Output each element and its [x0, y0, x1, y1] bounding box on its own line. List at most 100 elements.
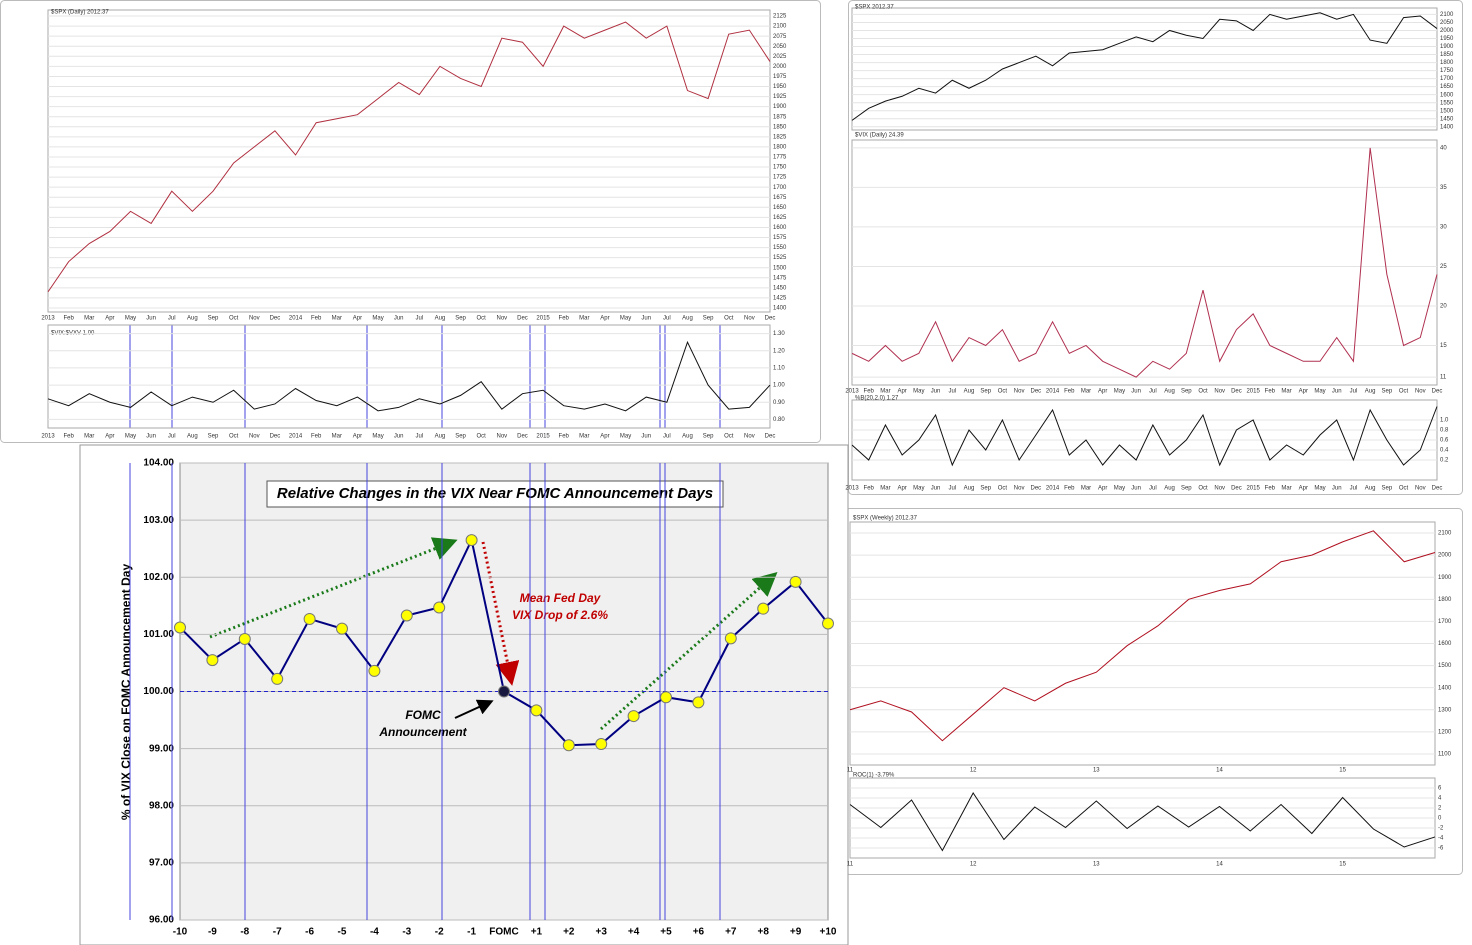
- x-tick-label: Mar: [1281, 486, 1291, 492]
- x-tick-label: 2015: [536, 434, 550, 440]
- x-tick-label: +8: [757, 927, 769, 938]
- y-tick-label: 2050: [773, 44, 787, 50]
- y-tick-label: 0.4: [1440, 448, 1449, 454]
- x-tick-label: Jun: [641, 316, 651, 322]
- panel: [851, 7, 1438, 131]
- x-tick-label: May: [1314, 389, 1325, 395]
- x-tick-label: -7: [273, 927, 282, 938]
- y-tick-label: 1975: [773, 74, 787, 80]
- x-tick-label: 11: [847, 768, 854, 774]
- x-tick-label: -1: [467, 927, 476, 938]
- panel: [851, 139, 1438, 386]
- x-tick-label: Aug: [964, 486, 975, 492]
- x-tick-label: Dec: [270, 434, 281, 440]
- y-tick-label: 1450: [1440, 116, 1454, 122]
- x-tick-label: Oct: [1399, 486, 1409, 492]
- x-tick-label: 2013: [41, 434, 55, 440]
- x-tick-label: 14: [1216, 768, 1223, 774]
- point-marker: [627, 710, 640, 723]
- x-tick-label: 12: [970, 862, 977, 868]
- x-tick-label: Feb: [559, 434, 570, 440]
- y-tick-label: 102.00: [143, 572, 174, 583]
- x-tick-label: Feb: [864, 389, 875, 395]
- x-tick-label: Sep: [703, 434, 714, 440]
- x-tick-label: Mar: [1081, 389, 1091, 395]
- x-tick-label: Mar: [1081, 486, 1091, 492]
- y-tick-label: 1300: [1438, 707, 1452, 713]
- y-tick-label: 1800: [773, 144, 787, 150]
- y-tick-label: 2125: [773, 14, 787, 20]
- x-tick-label: Sep: [455, 434, 466, 440]
- x-tick-label: -10: [173, 927, 188, 938]
- y-tick-label: 1600: [773, 225, 787, 231]
- x-tick-label: Apr: [1098, 486, 1107, 492]
- x-tick-label: Mar: [579, 316, 589, 322]
- point-marker: [822, 617, 834, 630]
- y-tick-label: 0.80: [773, 417, 785, 423]
- drop-arrow: [481, 541, 520, 686]
- panel: [47, 324, 771, 429]
- x-tick-label: Nov: [1415, 486, 1426, 492]
- y-tick-label: 1650: [1440, 84, 1454, 90]
- y-tick-label: 99.00: [149, 743, 174, 754]
- x-tick-label: Oct: [1198, 486, 1208, 492]
- x-tick-label: -6: [305, 927, 314, 938]
- x-tick-label: 2014: [289, 434, 303, 440]
- panel-title: $SPX 2012.37: [855, 5, 894, 11]
- y-tick-label: 1875: [773, 114, 787, 120]
- x-tick-label: Mar: [880, 389, 890, 395]
- y-tick-label: 1550: [1440, 100, 1454, 106]
- x-tick-label: Apr: [1098, 389, 1107, 395]
- y-tick-label: 1500: [1440, 108, 1454, 114]
- y-tick-label: 1625: [773, 215, 787, 221]
- x-tick-label: Jun: [394, 316, 404, 322]
- y-tick-label: 1500: [773, 265, 787, 271]
- x-tick-label: +5: [660, 927, 672, 938]
- x-tick-label: Jul: [168, 434, 176, 440]
- y-tick-label: 0.8: [1440, 428, 1449, 434]
- x-tick-label: -2: [435, 927, 444, 938]
- x-tick-label: Sep: [703, 316, 714, 322]
- x-tick-label: Jul: [415, 316, 423, 322]
- x-tick-label: Apr: [353, 316, 362, 322]
- y-tick-label: 98.00: [149, 800, 174, 811]
- panel-title: ROC(1) -3.79%: [853, 773, 895, 779]
- point-marker: [174, 621, 186, 634]
- point-marker: [368, 664, 381, 677]
- x-tick-label: +3: [595, 927, 607, 938]
- x-tick-label: Sep: [455, 316, 466, 322]
- point-marker: [692, 696, 705, 709]
- x-tick-label: May: [913, 486, 924, 492]
- x-tick-label: Sep: [1382, 389, 1393, 395]
- point-marker: [433, 601, 446, 614]
- x-tick-label: Nov: [1415, 389, 1426, 395]
- y-tick-label: 1725: [773, 175, 787, 181]
- x-tick-label: Apr: [1299, 486, 1308, 492]
- x-tick-label: Aug: [1365, 486, 1376, 492]
- annotation: FOMC: [405, 708, 441, 722]
- y-tick-label: 0.2: [1440, 458, 1449, 464]
- y-tick-label: 15: [1440, 343, 1447, 349]
- y-tick-label: 1.10: [773, 365, 785, 371]
- x-tick-label: Sep: [208, 434, 219, 440]
- y-tick-label: 1900: [1440, 44, 1454, 50]
- point-marker: [238, 632, 251, 645]
- x-tick-label: +2: [563, 927, 575, 938]
- x-tick-label: Jul: [1149, 389, 1157, 395]
- panel-title: %B(20,2.0) 1.27: [855, 396, 899, 402]
- x-tick-label: May: [372, 316, 383, 322]
- y-tick-label: 2075: [773, 34, 787, 40]
- y-tick-label: 2000: [1438, 553, 1452, 559]
- y-tick-label: 0: [1438, 816, 1442, 822]
- x-tick-label: 15: [1339, 862, 1346, 868]
- point-marker: [530, 704, 543, 717]
- y-tick-label: 104.00: [143, 458, 174, 469]
- y-tick-label: 1825: [773, 134, 787, 140]
- x-tick-label: Jun: [1131, 389, 1141, 395]
- y-tick-label: 1750: [773, 165, 787, 171]
- y-tick-label: 30: [1440, 225, 1447, 231]
- series-line: [849, 792, 1436, 852]
- window-top-right: [848, 0, 1463, 495]
- x-tick-label: Dec: [1031, 486, 1042, 492]
- annotation: Mean Fed Day: [520, 591, 602, 605]
